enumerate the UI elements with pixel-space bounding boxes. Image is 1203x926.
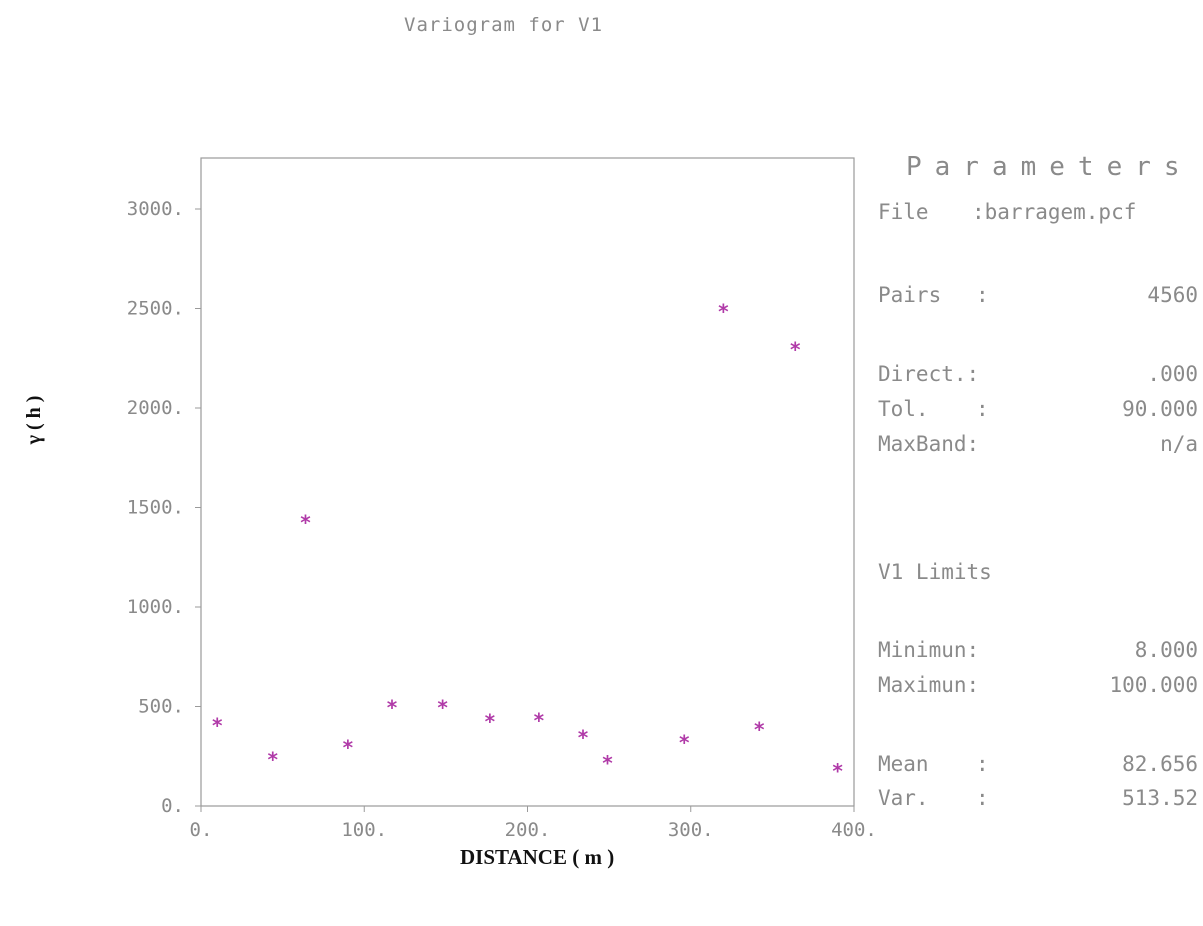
- plot-frame: [200, 157, 855, 807]
- pairs-value: 4560: [1147, 283, 1198, 307]
- param-direct: Direct.: .000: [878, 362, 1198, 390]
- y-tick-label: 2500.: [127, 298, 184, 320]
- data-point: *: [299, 510, 311, 534]
- y-tick-label: 500.: [138, 696, 184, 718]
- tol-colon: :: [976, 397, 989, 421]
- mean-label: Mean: [878, 752, 929, 776]
- param-maximum: Maximun: 100.000: [878, 673, 1198, 701]
- data-point: *: [789, 337, 801, 361]
- data-point: *: [533, 708, 545, 732]
- maxband-value: n/a: [1160, 432, 1198, 456]
- limits-heading: V1 Limits: [878, 560, 1198, 588]
- direct-label: Direct.:: [878, 362, 980, 386]
- maximum-value: 100.000: [1109, 673, 1198, 697]
- data-point: *: [717, 300, 729, 324]
- param-file: File :barragem.pcf: [878, 200, 1198, 228]
- param-maxband: MaxBand: n/a: [878, 432, 1198, 460]
- limits-heading-text: V1 Limits: [878, 560, 992, 584]
- parameters-heading: Parameters: [906, 152, 1193, 182]
- data-point: *: [601, 751, 613, 775]
- y-axis-label: γ ( h ): [23, 396, 45, 446]
- data-point: *: [484, 709, 496, 733]
- param-minimum: Minimun: 8.000: [878, 638, 1198, 666]
- y-tick-label: 1000.: [127, 596, 184, 618]
- var-label: Var.: [878, 786, 929, 810]
- data-point: *: [678, 730, 690, 754]
- tol-value: 90.000: [1122, 397, 1198, 421]
- direct-value: .000: [1147, 362, 1198, 386]
- y-tick-label: 2000.: [127, 397, 184, 419]
- var-value: 513.52: [1122, 786, 1198, 810]
- maxband-label: MaxBand:: [878, 432, 980, 456]
- minimum-value: 8.000: [1134, 638, 1198, 662]
- data-point: *: [577, 725, 589, 749]
- y-tick-label: 1500.: [127, 497, 184, 519]
- data-point: *: [437, 696, 449, 720]
- pairs-colon: :: [976, 283, 989, 307]
- y-tick-label: 0.: [161, 795, 184, 817]
- x-axis-label: DISTANCE ( m ): [460, 845, 615, 869]
- file-label: File: [878, 200, 929, 224]
- var-colon: :: [976, 786, 989, 810]
- param-pairs: Pairs : 4560: [878, 283, 1198, 311]
- data-points: * * * * * * * * * * * * * * *: [211, 300, 843, 784]
- data-point: *: [342, 735, 354, 759]
- y-axis: 0. 500. 1000. 1500. 2000. 2500. 3000.: [127, 198, 201, 817]
- param-var: Var. : 513.52: [878, 786, 1198, 814]
- data-point: *: [832, 759, 844, 783]
- param-mean: Mean : 82.656: [878, 752, 1198, 780]
- mean-value: 82.656: [1122, 752, 1198, 776]
- maximum-label: Maximun:: [878, 673, 980, 697]
- pairs-label: Pairs: [878, 283, 942, 307]
- x-tick-label: 400.: [831, 819, 877, 841]
- x-tick-label: 300.: [668, 819, 714, 841]
- tol-label: Tol.: [878, 397, 929, 421]
- x-tick-label: 100.: [341, 819, 387, 841]
- data-point: *: [753, 717, 765, 741]
- chart-title: Variogram for V1: [404, 14, 604, 36]
- y-tick-label: 3000.: [127, 198, 184, 220]
- data-point: *: [386, 696, 398, 720]
- file-value: :barragem.pcf: [972, 200, 1137, 224]
- x-tick-label: 0.: [190, 819, 213, 841]
- x-axis: 0. 100. 200. 300. 400.: [190, 806, 877, 841]
- data-point: *: [211, 713, 223, 737]
- data-point: *: [267, 747, 279, 771]
- minimum-label: Minimun:: [878, 638, 980, 662]
- x-tick-label: 200.: [505, 819, 551, 841]
- param-tol: Tol. : 90.000: [878, 397, 1198, 425]
- mean-colon: :: [976, 752, 989, 776]
